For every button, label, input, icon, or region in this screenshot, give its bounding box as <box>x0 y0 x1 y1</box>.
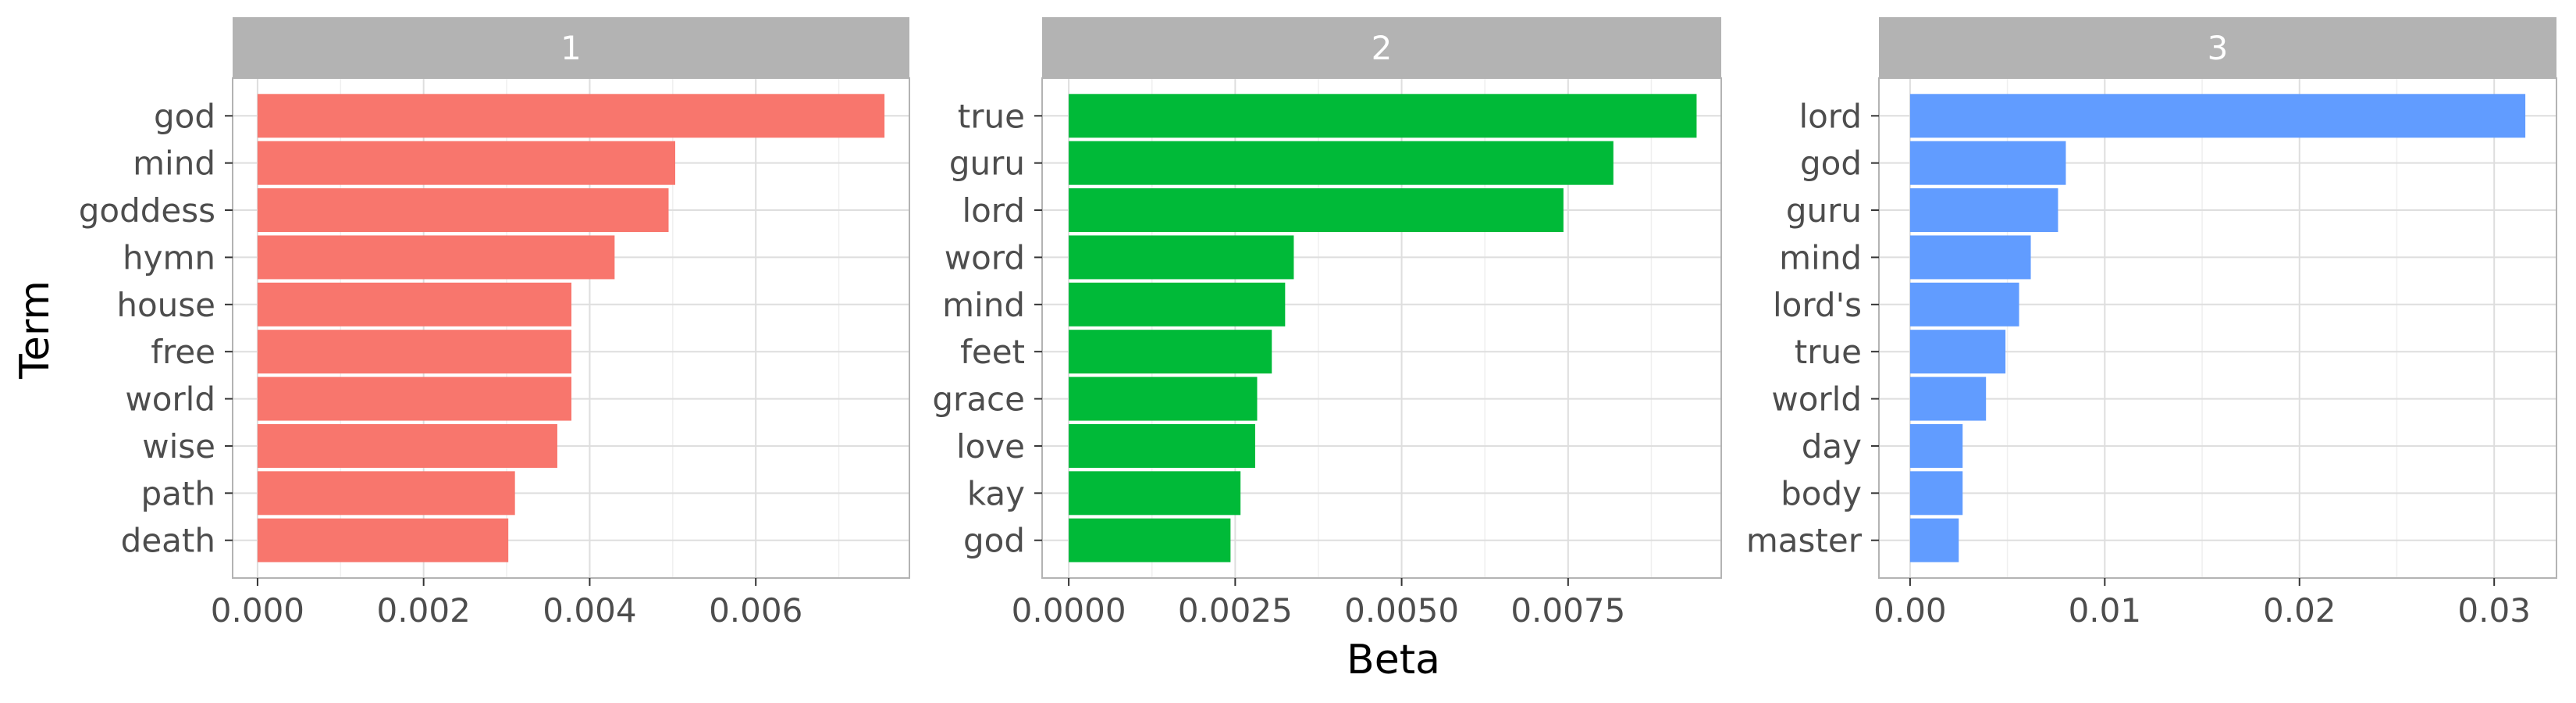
y-tick-label: master <box>1746 522 1863 560</box>
bar-lord <box>1909 94 2526 138</box>
bar-true <box>1069 94 1697 138</box>
y-tick-label: feet <box>960 333 1025 371</box>
bar-lord's <box>1909 282 2019 327</box>
bar-path <box>257 471 515 516</box>
y-tick-label: god <box>154 97 215 135</box>
panel-border <box>1878 77 2557 579</box>
bar-body <box>1909 471 1963 516</box>
y-tick-label: grace <box>932 380 1025 419</box>
y-tick-label: free <box>151 333 215 371</box>
bar-god <box>257 94 885 138</box>
y-tick-label: true <box>1795 333 1862 371</box>
y-tick-label: wise <box>142 427 215 466</box>
facet-strip <box>1042 17 1721 78</box>
y-tick-label: world <box>1771 380 1862 419</box>
bar-lord <box>1069 188 1564 233</box>
bar-feet <box>1069 330 1272 374</box>
y-tick-label: path <box>141 474 215 512</box>
x-axis-title: Beta <box>1347 637 1440 683</box>
bar-grace <box>1069 376 1258 421</box>
facet-strip <box>1879 17 2556 78</box>
panel-border <box>232 77 910 579</box>
bar-god <box>1909 141 2066 185</box>
x-tick-label: 0.0025 <box>1178 591 1293 630</box>
y-axis-title: Term <box>12 280 59 380</box>
x-tick-label: 0.00 <box>1873 591 1947 630</box>
facet-panels: 1 god mind goddess hymn house free world wise pat… <box>79 17 2557 630</box>
bar-word <box>1069 235 1294 280</box>
facet-panel-3: 3 lord god guru mind lord's true world day body ma… <box>1746 17 2557 630</box>
facet-strip-label: 2 <box>1372 29 1393 67</box>
bar-mind <box>1909 235 2031 280</box>
bar-hymn <box>257 235 615 280</box>
bar-world <box>1909 376 1987 421</box>
y-tick-label: word <box>945 238 1025 277</box>
bar-day <box>1909 423 1963 468</box>
y-tick-label: guru <box>1786 191 1862 230</box>
x-tick-label: 0.000 <box>211 591 304 630</box>
bar-mind <box>257 141 676 185</box>
facet-panel-1: 1 god mind goddess hymn house free world wise pat… <box>79 17 910 630</box>
bar-love <box>1069 423 1255 468</box>
y-tick-label: mind <box>133 145 215 183</box>
bar-wise <box>257 423 557 468</box>
y-tick-label: goddess <box>79 191 215 230</box>
y-tick-label: house <box>116 286 215 324</box>
y-tick-label: day <box>1802 427 1862 466</box>
y-tick-label: love <box>956 427 1025 466</box>
y-tick-label: death <box>121 522 215 560</box>
bar-goddess <box>257 188 669 233</box>
y-tick-label: kay <box>967 474 1025 512</box>
x-tick-label: 0.006 <box>709 591 802 630</box>
x-tick-label: 0.0050 <box>1344 591 1459 630</box>
x-tick-label: 0.02 <box>2263 591 2336 630</box>
panel-border <box>1041 77 1722 579</box>
y-tick-label: mind <box>942 286 1025 324</box>
y-tick-label: true <box>958 97 1025 135</box>
y-tick-label: mind <box>1779 238 1862 277</box>
bar-free <box>257 330 572 374</box>
y-tick-label: lord <box>1799 97 1862 135</box>
x-tick-label: 0.03 <box>2457 591 2531 630</box>
y-tick-label: lord <box>962 191 1025 230</box>
bar-guru <box>1069 141 1614 185</box>
facet-strip-label: 1 <box>560 29 582 67</box>
bar-guru <box>1909 188 2058 233</box>
bar-mind <box>1069 282 1286 327</box>
bar-kay <box>1069 471 1241 516</box>
facet-panel-2: 2 true guru lord word mind feet grace love kay god… <box>932 17 1722 630</box>
x-tick-label: 0.0075 <box>1510 591 1625 630</box>
y-tick-label: lord's <box>1773 286 1862 324</box>
y-tick-label: god <box>963 522 1025 560</box>
y-tick-label: body <box>1781 474 1862 512</box>
bar-god <box>1069 518 1231 562</box>
bar-death <box>257 518 509 562</box>
bar-world <box>257 376 572 421</box>
y-tick-label: hymn <box>123 238 215 277</box>
x-tick-label: 0.004 <box>543 591 636 630</box>
y-tick-label: god <box>1800 145 1862 183</box>
x-tick-label: 0.0000 <box>1012 591 1126 630</box>
x-tick-label: 0.01 <box>2069 591 2142 630</box>
facet-strip-label: 3 <box>2208 29 2229 67</box>
y-tick-label: world <box>125 380 215 419</box>
bar-house <box>257 282 572 327</box>
bar-master <box>1909 518 1959 562</box>
facet-strip <box>233 17 909 78</box>
y-tick-label: guru <box>949 145 1025 183</box>
bar-true <box>1909 330 2006 374</box>
x-tick-label: 0.002 <box>377 591 471 630</box>
